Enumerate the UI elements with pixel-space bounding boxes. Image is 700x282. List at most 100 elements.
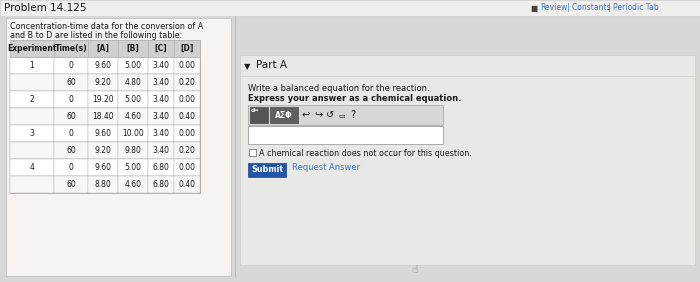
Text: 0.00: 0.00 [178, 61, 195, 70]
Text: ↪: ↪ [314, 110, 322, 120]
Bar [88, 57, 118, 74]
Bar [54, 40, 88, 57]
Text: 2: 2 [29, 95, 34, 104]
Text: Concentration-time data for the conversion of A: Concentration-time data for the conversi… [10, 22, 203, 31]
Bar [118, 91, 148, 108]
Bar [88, 176, 118, 193]
Bar [88, 91, 118, 108]
Text: [A]: [A] [97, 44, 109, 53]
Bar [54, 91, 88, 108]
Bar [88, 125, 118, 142]
Bar [10, 91, 200, 108]
Text: 4.60: 4.60 [125, 112, 141, 121]
Bar [118, 176, 148, 193]
Text: 0: 0 [69, 95, 74, 104]
Text: Part A: Part A [256, 60, 287, 70]
Bar [118, 57, 148, 74]
Bar [235, 16, 699, 276]
Text: 0: 0 [69, 129, 74, 138]
Text: ▼: ▼ [244, 62, 251, 71]
Text: ?: ? [350, 110, 355, 120]
Text: ↩: ↩ [302, 110, 310, 120]
Text: 0.00: 0.00 [178, 129, 195, 138]
Text: Submit: Submit [251, 166, 283, 175]
Text: | Periodic Tab: | Periodic Tab [608, 3, 659, 12]
Bar [174, 159, 200, 176]
Text: 9.60: 9.60 [94, 61, 111, 70]
Bar [10, 176, 200, 193]
Text: 10.00: 10.00 [122, 129, 144, 138]
Text: 6.80: 6.80 [153, 180, 169, 189]
Bar [148, 40, 174, 57]
Text: Review: Review [540, 3, 567, 12]
Text: ▭: ▭ [338, 112, 344, 118]
Text: AΣΦ: AΣΦ [275, 111, 293, 120]
Bar [0, 0, 700, 16]
Bar [88, 159, 118, 176]
Text: Experiment: Experiment [7, 44, 57, 53]
Bar [10, 74, 54, 91]
Bar [10, 57, 54, 74]
Bar [10, 142, 54, 159]
Bar [10, 125, 54, 142]
Text: 60: 60 [66, 180, 76, 189]
Bar [10, 40, 200, 193]
Bar [118, 142, 148, 159]
Text: ■: ■ [530, 3, 538, 12]
Bar [54, 176, 88, 193]
Text: 18.40: 18.40 [92, 112, 114, 121]
Bar [10, 40, 54, 57]
Bar [148, 125, 174, 142]
Bar [54, 57, 88, 74]
Bar [54, 159, 88, 176]
Text: 60: 60 [66, 78, 76, 87]
Text: 9.80: 9.80 [125, 146, 141, 155]
Bar [10, 74, 200, 91]
Bar [148, 176, 174, 193]
Bar [54, 108, 88, 125]
Text: 9.60: 9.60 [94, 163, 111, 172]
Bar [118, 40, 148, 57]
Bar [6, 18, 231, 276]
Bar [270, 107, 298, 123]
Text: 9.60: 9.60 [94, 129, 111, 138]
Bar [148, 91, 174, 108]
Bar [88, 108, 118, 125]
Text: ↺: ↺ [326, 110, 334, 120]
Bar [54, 142, 88, 159]
Bar [10, 159, 200, 176]
Text: Time(s): Time(s) [55, 44, 88, 53]
Bar [174, 40, 200, 57]
Text: Request Answer: Request Answer [292, 163, 360, 172]
Bar [240, 55, 695, 265]
Bar [174, 125, 200, 142]
Text: 1: 1 [29, 61, 34, 70]
Bar [10, 108, 200, 125]
Bar [248, 105, 443, 125]
Bar [118, 125, 148, 142]
Bar [174, 108, 200, 125]
Bar [88, 40, 118, 57]
Bar [248, 163, 286, 177]
Text: 3.40: 3.40 [153, 61, 169, 70]
Bar [174, 57, 200, 74]
Text: 9.20: 9.20 [94, 78, 111, 87]
Bar [10, 125, 200, 142]
Bar [10, 91, 54, 108]
Bar [174, 176, 200, 193]
Bar [10, 159, 54, 176]
Text: 5.00: 5.00 [125, 61, 141, 70]
Bar [148, 159, 174, 176]
Text: 0.40: 0.40 [178, 180, 195, 189]
Text: 4: 4 [29, 163, 34, 172]
Text: 0: 0 [69, 163, 74, 172]
Text: 6.80: 6.80 [153, 163, 169, 172]
Bar [249, 149, 256, 156]
Text: 0: 0 [69, 61, 74, 70]
Bar [118, 108, 148, 125]
Bar [10, 108, 54, 125]
Bar [174, 91, 200, 108]
Text: 0.00: 0.00 [178, 95, 195, 104]
Bar [118, 159, 148, 176]
Bar [54, 125, 88, 142]
